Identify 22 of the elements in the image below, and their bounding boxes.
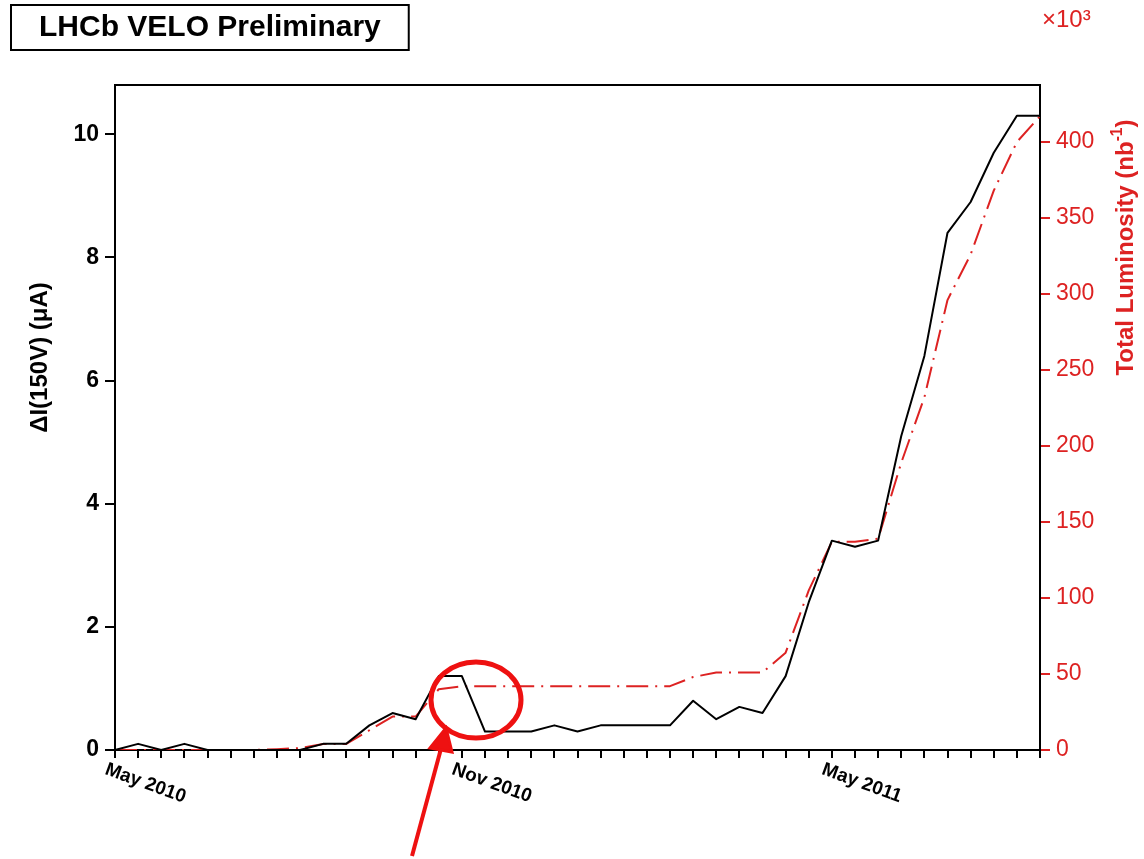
y2-tick-label: 200 [1056,431,1095,458]
x-tick-label: May 2011 [819,757,906,807]
chart-title: LHCb VELO Preliminary [39,9,382,43]
y2-tick-label: 0 [1056,735,1069,762]
y-tick-label: 8 [86,242,100,269]
y2-tick-label: 250 [1056,355,1095,382]
y-tick-label: 6 [86,365,99,392]
y2-axis-title: Total Luminosity (nb-1) [1107,119,1138,376]
y2-tick-label: 300 [1056,279,1095,306]
y-tick-label: 10 [73,119,99,146]
y2-tick-label: 350 [1056,203,1095,230]
y2-tick-label: 400 [1056,127,1095,154]
y2-tick-label: 50 [1056,659,1082,686]
y2-tick-label: 150 [1056,507,1095,534]
x-tick-label: Nov 2010 [449,757,536,807]
y-tick-label: 4 [86,489,100,516]
y-tick-label: 0 [86,735,99,762]
y-axis-title: ΔI(150V) (μA) [24,282,52,433]
y2-tick-label: 100 [1056,583,1095,610]
text: ×10³ [1042,4,1091,32]
y-tick-label: 2 [86,612,99,639]
x-tick-label: May 2010 [102,757,190,807]
